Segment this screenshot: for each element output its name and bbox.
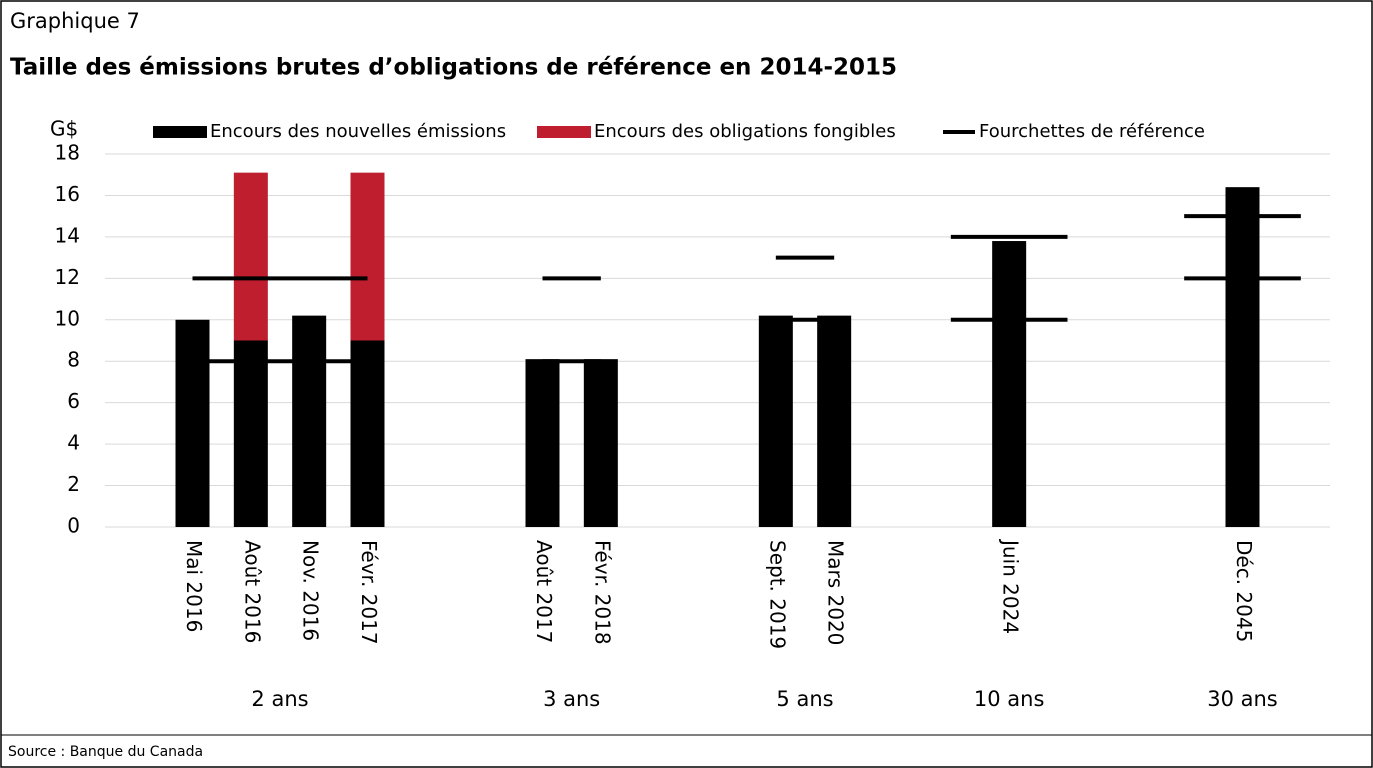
y-tick-label: 18 <box>55 141 80 165</box>
y-tick-label: 0 <box>67 514 80 538</box>
bar <box>175 319 210 527</box>
y-tick-label: 16 <box>55 182 80 206</box>
chart-title: Taille des émissions brutes d’obligation… <box>10 55 897 81</box>
y-tick-label: 10 <box>55 306 80 330</box>
x-tick-label: Déc. 2045 <box>1232 540 1256 642</box>
x-tick-label: Juin 2024 <box>999 538 1023 634</box>
x-tick-label: Mai 2016 <box>182 540 206 632</box>
bar <box>350 340 385 527</box>
bar <box>583 359 618 527</box>
y-axis-label: G$ <box>50 117 78 141</box>
y-tick-label: 4 <box>67 431 80 455</box>
x-tick-label: Mars 2020 <box>824 540 848 645</box>
group-label: 30 ans <box>1207 687 1278 711</box>
x-tick-label: Sept. 2019 <box>765 540 789 649</box>
bar <box>233 340 268 527</box>
y-tick-label: 12 <box>55 265 80 289</box>
x-tick-label: Févr. 2017 <box>357 540 381 645</box>
x-tick-label: Août 2017 <box>532 540 556 643</box>
bar <box>525 359 560 527</box>
bar <box>992 241 1027 528</box>
source: Source : Banque du Canada <box>8 744 203 760</box>
y-tick-label: 2 <box>67 472 80 496</box>
x-tick-label: Août 2016 <box>240 540 264 643</box>
y-tick-label: 14 <box>55 223 80 247</box>
group-label: 2 ans <box>251 687 308 711</box>
group-label: 10 ans <box>974 687 1045 711</box>
bar <box>350 172 385 341</box>
legend-swatch <box>153 126 207 138</box>
bar <box>758 315 793 527</box>
legend-label: Encours des obligations fongibles <box>594 121 896 142</box>
x-tick-label: Nov. 2016 <box>299 540 323 641</box>
y-tick-label: 6 <box>67 389 80 413</box>
x-tick-label: Févr. 2018 <box>590 540 614 645</box>
legend-swatch <box>537 126 591 138</box>
bar <box>817 315 852 527</box>
bar <box>292 315 327 527</box>
bar <box>233 172 268 341</box>
group-label: 5 ans <box>776 687 833 711</box>
y-tick-label: 8 <box>67 348 80 372</box>
legend-label: Encours des nouvelles émissions <box>210 121 506 142</box>
group-label: 3 ans <box>543 687 600 711</box>
bar <box>1225 187 1260 527</box>
chart-supertitle: Graphique 7 <box>10 9 140 33</box>
legend-label: Fourchettes de référence <box>979 121 1205 142</box>
